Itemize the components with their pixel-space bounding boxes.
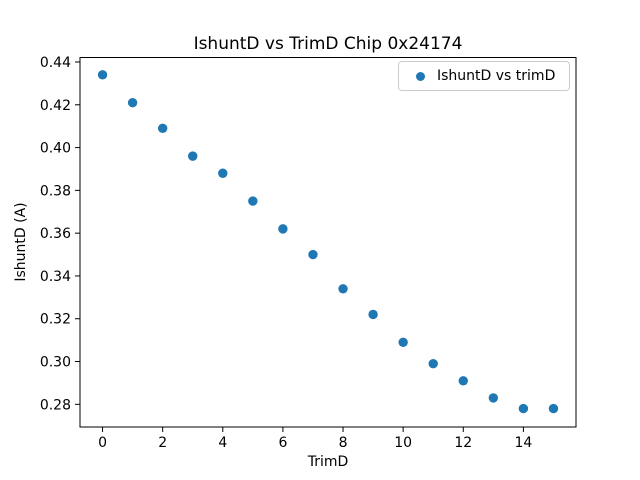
scatter-point (518, 403, 529, 414)
scatter-points (97, 70, 559, 414)
scatter-point (308, 249, 318, 260)
scatter-point (488, 393, 499, 403)
scatter-point (248, 196, 258, 206)
y-axis-label: IshuntD (A) (13, 202, 29, 281)
y-tick-label: 0.38 (40, 183, 71, 199)
x-tick-label: 6 (278, 435, 287, 451)
x-tick-label: 12 (454, 435, 472, 451)
y-tick-label: 0.30 (40, 355, 71, 371)
scatter-point (458, 376, 468, 386)
x-tick-label: 8 (339, 435, 348, 451)
scatter-point (428, 358, 438, 369)
x-tick-label: 10 (394, 435, 412, 451)
scatter-point (97, 70, 108, 80)
legend-label: IshuntD vs trimD (437, 68, 556, 84)
chart-title: IshuntD vs TrimD Chip 0x24174 (194, 34, 463, 54)
x-axis-label: TrimD (307, 454, 349, 470)
axes-layer: 0 2 4 6 8 10 12 14 0.28 0.30 0.32 0.34 0.36 0.38 0.40 0… (40, 55, 577, 451)
plot-border (79, 57, 577, 428)
scatter-point (338, 284, 348, 294)
y-tick-label: 0.44 (40, 55, 71, 71)
scatter-point (157, 123, 168, 134)
y-tick-label: 0.32 (40, 312, 71, 328)
y-tick-label: 0.40 (40, 141, 71, 157)
scatter-point (188, 151, 198, 161)
legend: IshuntD vs trimD (398, 61, 570, 91)
scatter-point (398, 337, 408, 347)
y-tick-label: 0.28 (40, 397, 71, 413)
x-tick-label: 14 (514, 435, 532, 451)
scatter-point (548, 403, 559, 414)
x-tick-label: 4 (218, 435, 227, 451)
legend-marker-icon (416, 71, 425, 81)
y-tick-label: 0.42 (40, 98, 71, 114)
scatter-point (218, 168, 228, 178)
x-tick-label: 0 (98, 435, 107, 451)
scatter-point (368, 309, 378, 320)
x-tick-label: 2 (158, 435, 167, 451)
y-tick-label: 0.34 (40, 269, 71, 285)
scatter-point (127, 97, 138, 108)
scatter-point (278, 224, 288, 234)
y-tick-label: 0.36 (40, 226, 71, 242)
